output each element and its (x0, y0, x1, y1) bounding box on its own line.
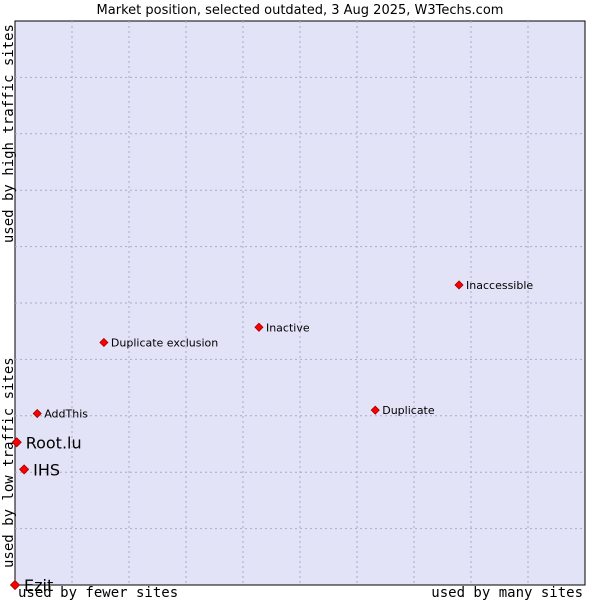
data-point-marker (11, 437, 22, 448)
chart-title: Market position, selected outdated, 3 Au… (97, 3, 504, 18)
data-point-marker (99, 337, 109, 348)
data-point-label: IHS (33, 460, 60, 479)
data-point-label: Inactive (266, 321, 310, 334)
data-point-label: Root.lu (26, 433, 82, 452)
data-point-label: Inaccessible (466, 279, 533, 292)
data-point-marker (9, 579, 21, 591)
x-axis-right-label: used by many sites (431, 585, 583, 600)
data-point-label: Duplicate exclusion (111, 336, 218, 349)
data-point-marker (32, 408, 42, 419)
data-point-marker (370, 405, 380, 415)
data-point-marker (254, 322, 264, 332)
data-point-label: Duplicate (382, 404, 435, 417)
y-axis-bottom-label: used by low traffic sites (1, 357, 17, 568)
y-axis-top-label: used by high traffic sites (1, 24, 17, 243)
x-axis-left-label: used by fewer sites (18, 585, 178, 600)
grid-lines (15, 21, 585, 585)
data-point-label: AddThis (44, 408, 88, 421)
data-point-marker (454, 280, 464, 290)
data-point-marker (19, 464, 30, 475)
data-point-label: Ezit (24, 576, 53, 595)
data-points: Inaccessible Inactive Duplicate exclusion A… (9, 279, 533, 595)
